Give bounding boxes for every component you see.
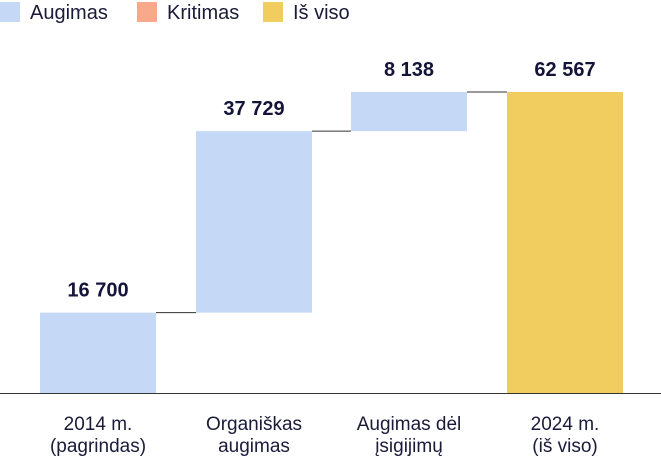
legend-item-total: Iš viso (263, 2, 350, 24)
category-label-3: 2024 m.(iš viso) (531, 414, 600, 457)
value-label-0: 16 700 (67, 280, 128, 302)
category-label-line: 2024 m. (531, 414, 600, 435)
value-label-1: 37 729 (223, 98, 284, 120)
value-labels: 16 700 37 729 8 138 62 567 (67, 59, 595, 302)
value-label-2: 8 138 (384, 59, 434, 81)
value-label-3: 62 567 (534, 59, 595, 81)
legend: Augimas Kritimas Iš viso (0, 2, 350, 24)
connector-lines (156, 91, 507, 314)
legend-swatch-total (263, 2, 283, 22)
bar-3 (507, 92, 623, 393)
legend-label-increase: Augimas (30, 2, 108, 24)
bars (40, 92, 623, 393)
bar-2 (351, 92, 467, 132)
legend-label-total: Iš viso (293, 2, 350, 24)
category-label-line: Organiškas (206, 414, 302, 435)
bar-0 (40, 312, 156, 393)
category-label-0: 2014 m.(pagrindas) (50, 414, 146, 457)
category-label-line: Augimas dėl (357, 414, 462, 435)
legend-swatch-decrease (137, 2, 157, 22)
category-label-line: 2014 m. (64, 414, 133, 435)
category-label-line: (iš viso) (532, 436, 597, 457)
category-label-line: įsigijimų (375, 436, 443, 457)
legend-item-decrease: Kritimas (137, 2, 239, 24)
category-label-line: (pagrindas) (50, 436, 146, 457)
bar-1 (196, 131, 312, 313)
legend-swatch-increase (0, 2, 20, 22)
category-label-line: augimas (218, 436, 290, 457)
legend-item-increase: Augimas (0, 2, 108, 24)
legend-label-decrease: Kritimas (167, 2, 239, 24)
